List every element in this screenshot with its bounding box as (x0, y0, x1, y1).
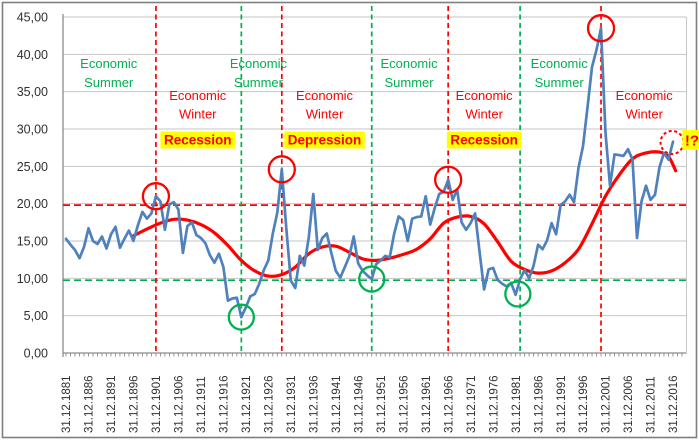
x-tick-label: 31.12.2011 (646, 376, 658, 433)
alert-text: !? (685, 133, 699, 150)
x-tick-label: 31.12.1991 (556, 375, 568, 433)
zone-label-line: Summer (384, 75, 434, 90)
peak-marker-circle (141, 182, 171, 211)
zone-label-line: Economic (531, 56, 589, 71)
y-axis-labels: 45,00 40,00 35,00 30,00 25,00 20,00 15,00 10,00… (17, 11, 48, 361)
zone-label-line: Summer (84, 75, 134, 90)
trough-marker-circle (358, 265, 386, 293)
y-tick-label: 45,00 (17, 11, 48, 25)
badge-text: Depression (288, 133, 362, 148)
x-tick-label: 31.12.1966 (443, 375, 455, 433)
x-tick-label: 31.12.1961 (421, 375, 433, 433)
recession-badge: Recession (160, 131, 236, 149)
x-tick-label: 31.12.1901 (151, 375, 163, 433)
zone-label-line: Summer (535, 75, 585, 90)
badge-text: Recession (164, 133, 232, 148)
zone-label-line: Winter (625, 107, 663, 122)
zone-label-economic-winter: Economic Winter (169, 88, 227, 122)
x-tick-label: 31.12.1896 (129, 375, 141, 433)
x-tick-label: 31.12.1886 (84, 375, 96, 433)
zone-label-line: Economic (230, 56, 288, 71)
x-tick-label: 31.12.1996 (578, 375, 590, 433)
zone-label-line: Economic (296, 88, 354, 103)
depression-badge: Depression (284, 131, 365, 149)
x-tick-label: 31.12.2016 (668, 375, 680, 433)
x-tick-label: 31.12.1916 (219, 375, 231, 433)
pe-ratio-line (64, 26, 675, 319)
x-tick-label: 31.12.1926 (264, 375, 276, 433)
zone-label-economic-winter: Economic Winter (296, 88, 354, 122)
badge-highlight (160, 131, 236, 149)
x-tick-label: 31.12.1981 (511, 375, 523, 433)
badge-highlight (284, 131, 365, 149)
x-tick-label: 31.12.1921 (241, 375, 253, 433)
zone-label-economic-summer: Economic Summer (381, 56, 439, 90)
x-tick-label: 31.12.1941 (331, 375, 343, 433)
smoothed-average-line (131, 150, 678, 278)
zone-label-line: Economic (80, 56, 138, 71)
y-tick-label: 35,00 (17, 85, 48, 99)
x-tick-label: 31.12.1906 (174, 375, 186, 433)
x-tick-label: 31.12.1911 (196, 376, 208, 433)
zone-label-economic-winter: Economic Winter (456, 88, 514, 122)
badge-text: Recession (450, 133, 518, 148)
y-tick-label: 40,00 (17, 48, 48, 62)
alert-badge: !? (682, 130, 699, 150)
cycle-badges: Recession Depression Recession (160, 131, 522, 149)
x-axis-ticks (65, 353, 683, 357)
recession-badge: Recession (446, 131, 522, 149)
x-tick-label: 31.12.2001 (601, 375, 613, 433)
zone-label-line: Economic (381, 56, 439, 71)
peak-marker-circle (434, 165, 463, 194)
x-tick-label: 31.12.1956 (398, 375, 410, 433)
y-tick-label: 30,00 (17, 123, 48, 137)
x-tick-label: 31.12.1986 (533, 375, 545, 433)
zone-label-economic-summer: Economic Summer (531, 56, 589, 90)
peak-marker-circle (586, 14, 616, 43)
x-tick-label: 31.12.1951 (376, 375, 388, 433)
y-tick-label: 15,00 (17, 235, 48, 249)
extreme-markers (141, 14, 685, 331)
y-tick-label: 5,00 (24, 309, 48, 323)
x-axis-labels: 31.12.1881 31.12.1886 31.12.1891 31.12.1896… (61, 375, 680, 433)
trough-marker-circle (227, 303, 255, 331)
x-tick-label: 31.12.2006 (623, 375, 635, 433)
zone-label-line: Economic (616, 88, 674, 103)
alert-highlight (682, 130, 699, 150)
x-tick-label: 31.12.1931 (286, 375, 298, 433)
y-tick-label: 0,00 (24, 347, 48, 361)
zone-label-line: Economic (456, 88, 514, 103)
zone-label-line: Summer (234, 75, 284, 90)
badge-highlight (446, 131, 522, 149)
y-tick-label: 10,00 (17, 272, 48, 286)
y-tick-label: 20,00 (17, 197, 48, 211)
zone-label-economic-summer: Economic Summer (80, 56, 138, 90)
zone-label-line: Winter (306, 107, 344, 122)
zone-labels: Economic Summer Economic Winter Economic Summ… (80, 56, 673, 122)
zone-label-line: Winter (465, 107, 503, 122)
x-tick-label: 31.12.1971 (466, 375, 478, 433)
peak-marker-circle (267, 155, 296, 184)
y-tick-label: 25,00 (17, 160, 48, 174)
x-tick-label: 31.12.1946 (353, 375, 365, 433)
x-tick-label: 31.12.1936 (308, 375, 320, 433)
zone-label-line: Winter (179, 107, 217, 122)
trough-marker-circle (504, 280, 532, 308)
zone-label-economic-summer: Economic Summer (230, 56, 288, 90)
zone-label-line: Economic (169, 88, 227, 103)
zone-label-economic-winter: Economic Winter (616, 88, 674, 122)
x-tick-label: 31.12.1976 (488, 375, 500, 433)
x-tick-label: 31.12.1881 (61, 375, 73, 433)
x-tick-label: 31.12.1891 (106, 375, 118, 433)
